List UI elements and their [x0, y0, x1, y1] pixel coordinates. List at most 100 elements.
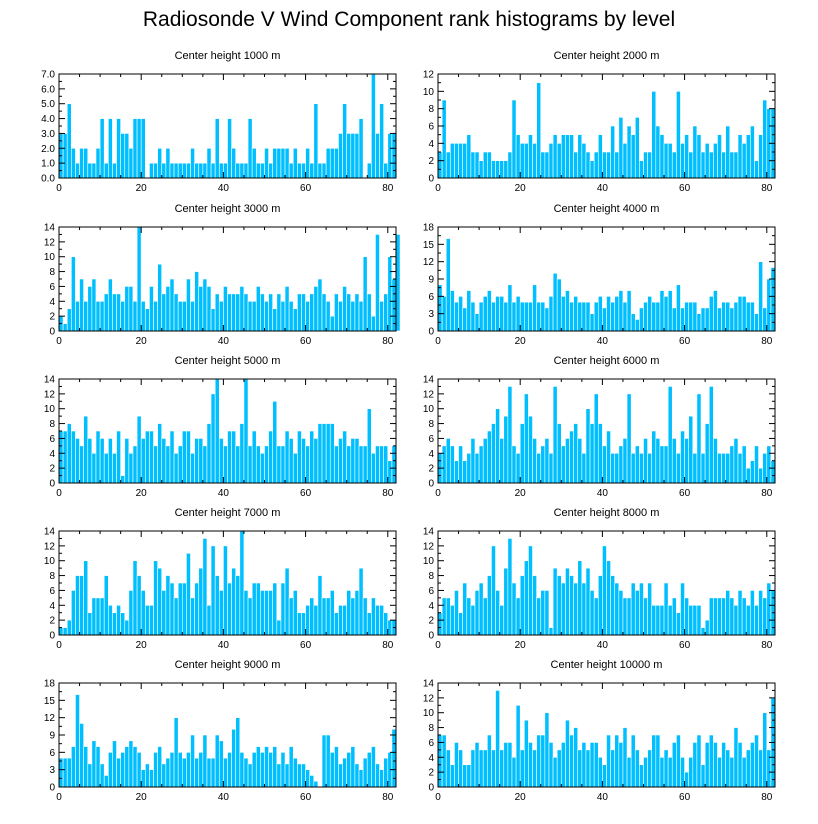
histogram-bar — [688, 756, 694, 788]
y-tick-label: 12 — [423, 257, 435, 268]
histogram-bar — [157, 746, 163, 788]
histogram-bar — [606, 430, 611, 484]
histogram-bar — [149, 430, 154, 484]
histogram-bar — [108, 118, 113, 179]
histogram-bar — [696, 313, 702, 332]
y-tick-label: 0 — [49, 479, 55, 490]
histogram-bar — [745, 467, 751, 484]
x-tick-label: 80 — [761, 183, 773, 194]
histogram-bar — [647, 749, 653, 788]
histogram-bar — [358, 769, 364, 788]
histogram-bar — [499, 604, 505, 636]
histogram-bar — [478, 582, 484, 636]
histogram-bar — [210, 162, 216, 179]
histogram-bar — [663, 296, 669, 332]
histogram-bar — [190, 452, 195, 484]
histogram-bar — [383, 757, 389, 788]
histogram-bar — [268, 430, 274, 484]
histogram-bar — [688, 301, 694, 332]
histogram-bar — [334, 612, 339, 636]
histogram-bar — [725, 125, 731, 179]
y-tick-label: 2 — [428, 768, 434, 779]
y-tick-label: 14 — [423, 527, 435, 538]
histogram-bar — [358, 300, 364, 332]
histogram-bar — [173, 293, 179, 332]
y-tick-label: 12 — [423, 389, 435, 400]
histogram-bar — [437, 284, 443, 332]
histogram-bar — [181, 582, 187, 636]
histogram-bar — [375, 234, 380, 332]
histogram-bar — [482, 749, 488, 788]
histogram-bar — [206, 423, 212, 484]
histogram-bar — [511, 445, 517, 484]
histogram-bar — [198, 752, 204, 788]
histogram-bar — [358, 567, 364, 636]
histogram-bar — [626, 597, 632, 636]
histogram-bar — [235, 445, 241, 484]
histogram-bar — [223, 757, 228, 788]
y-tick-label: 12 — [44, 713, 56, 724]
histogram-bar — [725, 452, 731, 484]
histogram-bar — [91, 162, 97, 179]
histogram-bar — [528, 545, 533, 636]
x-tick-label: 60 — [300, 183, 312, 194]
histogram-bar — [560, 445, 566, 484]
histogram-bar — [630, 452, 636, 484]
y-tick-label: 9 — [49, 731, 55, 742]
histogram-bar — [593, 301, 599, 332]
y-tick-label: 8 — [49, 419, 55, 430]
histogram-bar — [214, 575, 220, 636]
histogram-bar — [573, 151, 579, 179]
y-tick-label: 2 — [49, 464, 55, 475]
histogram-bar — [643, 151, 648, 179]
panel-title: Center height 3000 m — [175, 203, 281, 215]
y-tick-label: 10 — [44, 404, 56, 415]
histogram-bar — [305, 445, 310, 484]
histogram-bar — [276, 147, 282, 179]
histogram-bar — [544, 590, 550, 636]
histogram-bar — [334, 445, 339, 484]
histogram-bar — [371, 597, 376, 636]
histogram-bar — [66, 103, 72, 179]
histogram-bar — [218, 300, 224, 332]
histogram-bar — [325, 734, 331, 788]
histogram-bar — [667, 756, 673, 788]
histogram-bar — [301, 162, 306, 179]
histogram-bar — [329, 590, 335, 636]
rank-histogram-panel: Center height 1000 m 0 20 40 60 80 0.0 1.0 2.0 3.… — [41, 50, 397, 194]
histogram-bar — [585, 749, 591, 788]
histogram-bar — [466, 290, 472, 332]
histogram-bar — [325, 597, 331, 636]
histogram-bar — [292, 757, 298, 788]
histogram-bar — [569, 430, 574, 484]
x-tick-label: 40 — [597, 488, 609, 499]
histogram-bar — [684, 301, 689, 332]
histogram-bar — [280, 147, 286, 179]
histogram-bar — [602, 764, 607, 788]
histogram-bar — [387, 619, 393, 636]
x-tick-label: 0 — [435, 640, 441, 651]
histogram-bar — [276, 293, 282, 332]
y-tick-label: 14 — [423, 679, 435, 690]
histogram-bar — [532, 749, 537, 788]
histogram-bar — [95, 746, 101, 788]
histogram-bar — [181, 300, 187, 332]
histogram-bar — [437, 612, 443, 636]
histogram-bar — [725, 749, 731, 788]
histogram-bar — [470, 438, 476, 484]
histogram-bar — [597, 575, 603, 636]
histogram-bar — [280, 445, 286, 484]
histogram-bar — [528, 415, 533, 484]
histogram-bar — [362, 597, 368, 636]
histogram-bar — [721, 742, 726, 788]
histogram-bar — [153, 162, 158, 179]
histogram-bar — [766, 278, 772, 332]
histogram-bar — [450, 764, 455, 788]
histogram-bar — [511, 582, 517, 636]
histogram-bar — [362, 256, 368, 332]
y-tick-label: 8 — [49, 571, 55, 582]
histogram-bar — [186, 278, 191, 332]
histogram-bar — [173, 162, 179, 179]
x-tick-label: 40 — [597, 640, 609, 651]
x-tick-label: 20 — [136, 183, 148, 194]
